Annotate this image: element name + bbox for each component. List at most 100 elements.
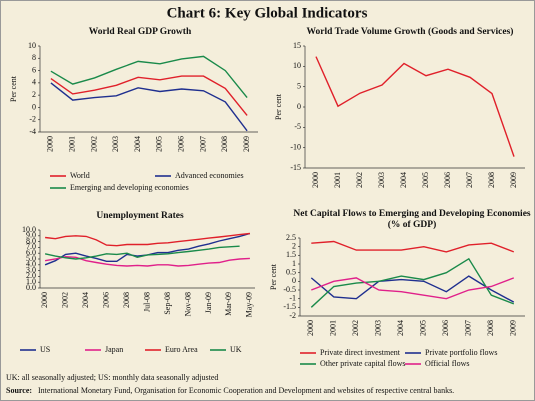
x-tick-label: Nov-08 (183, 292, 192, 316)
x-tick-label: 2007 (465, 172, 474, 188)
legend-label: US (40, 345, 50, 354)
series-line (311, 240, 515, 253)
x-tick-label: May-09 (245, 292, 254, 317)
x-tick-label: 2003 (374, 320, 383, 336)
series-line (50, 82, 248, 132)
x-tick-label: 2004 (81, 292, 90, 308)
legend-label: Euro Area (165, 345, 198, 354)
y-tick-label: 9.0 (26, 231, 36, 240)
legend-label: UK (230, 345, 242, 354)
x-tick-label: 2005 (419, 320, 428, 336)
x-tick-label: 2002 (351, 320, 360, 336)
y-tick-label: 10 (28, 41, 36, 50)
x-tick-label: 2008 (487, 172, 496, 188)
series-line (50, 75, 248, 116)
legend-label: Private portfolio flows (425, 348, 497, 357)
legend-label: World (70, 171, 90, 180)
series-line (50, 55, 248, 99)
legend-label: Official flows (425, 359, 470, 368)
x-tick-label: 2001 (333, 172, 342, 188)
chart-title: World Real GDP Growth (89, 27, 192, 37)
x-tick-label: 2001 (329, 320, 338, 336)
x-tick-label: 2008 (220, 136, 229, 152)
y-tick-label: 5 (297, 81, 301, 90)
y-tick-label: 0 (32, 102, 36, 111)
x-tick-label: 2004 (399, 172, 408, 188)
series-line (44, 245, 240, 260)
figure-title: Chart 6: Key Global Indicators (167, 5, 368, 21)
y-tick-label: 3.0 (26, 265, 36, 274)
x-tick-label: 2009 (509, 320, 518, 336)
y-tick-label: -10 (290, 142, 301, 151)
x-tick-label: 2004 (396, 320, 405, 336)
chart-title: World Trade Volume Growth (Goods and Ser… (307, 26, 514, 37)
series-line (315, 56, 515, 157)
series-line (311, 277, 515, 300)
x-tick-label: 2009 (242, 136, 251, 152)
x-tick-label: 2002 (355, 172, 364, 188)
y-tick-label: -15 (290, 163, 301, 172)
x-tick-label: 2000 (306, 320, 315, 336)
x-tick-label: 2004 (133, 136, 142, 152)
y-tick-label: 6 (32, 65, 36, 74)
y-tick-label: 2.0 (26, 271, 36, 280)
x-tick-label: 2002 (89, 136, 98, 152)
y-tick-label: -2 (289, 311, 296, 320)
y-tick-label: 0.5 (286, 267, 296, 276)
x-tick-label: 2002 (60, 292, 69, 308)
y-tick-label: 1 (292, 259, 296, 268)
y-tick-label: -2 (29, 115, 36, 124)
y-tick-label: -1.5 (283, 302, 296, 311)
x-tick-label: 2006 (441, 320, 450, 336)
x-tick-label: 2008 (486, 320, 495, 336)
y-tick-label: 10 (293, 61, 301, 70)
y-tick-label: 0 (297, 102, 301, 111)
series-line (310, 275, 515, 303)
source-label: Source: (6, 386, 32, 395)
x-tick-label: Jul-08 (142, 292, 151, 312)
y-tick-label: -4 (29, 127, 36, 136)
y-tick-label: -0.5 (283, 285, 296, 294)
x-tick-label: 2003 (111, 136, 120, 152)
y-tick-label: 1.5 (286, 250, 296, 259)
x-tick-label: 2005 (155, 136, 164, 152)
series-line (45, 232, 250, 247)
legend-label: Advanced economies (175, 171, 244, 180)
legend-label: Japan (105, 345, 123, 354)
y-tick-label: 4 (32, 78, 36, 87)
y-tick-label: 2 (32, 90, 36, 99)
y-tick-label: 4.0 (26, 260, 36, 269)
x-tick-label: 2007 (198, 136, 207, 152)
x-tick-label: 2001 (68, 136, 77, 152)
chart-title: Unemployment Rates (96, 211, 184, 221)
legend-label: Other private capital flows (320, 359, 406, 368)
y-tick-label: 5.0 (26, 254, 36, 263)
y-tick-label: -5 (294, 122, 301, 131)
legend-label: Emerging and developing economies (70, 183, 189, 192)
x-tick-label: 2000 (46, 136, 55, 152)
x-tick-label: 2003 (377, 172, 386, 188)
x-tick-label: Mar-09 (224, 292, 233, 316)
x-tick-label: 2008 (122, 292, 131, 308)
series-line (310, 257, 515, 308)
y-tick-label: 2 (292, 241, 296, 250)
chart-title: Net Capital Flows to Emerging and Develo… (293, 209, 531, 219)
y-tick-label: 15 (293, 41, 301, 50)
y-tick-label: -1 (289, 293, 296, 302)
y-tick-label: 7.0 (26, 242, 36, 251)
y-tick-label: 6.0 (26, 248, 36, 257)
x-tick-label: Jan-09 (204, 292, 213, 313)
y-tick-label: 0.0 (26, 283, 36, 292)
x-tick-label: 2000 (311, 172, 320, 188)
x-tick-label: 2006 (443, 172, 452, 188)
x-tick-label: 2009 (509, 172, 518, 188)
x-tick-label: Sep-08 (163, 292, 172, 315)
y-tick-label: 8 (32, 53, 36, 62)
x-tick-label: 2007 (464, 320, 473, 336)
legend-label: Private direct investment (320, 348, 401, 357)
x-tick-label: 2000 (40, 292, 49, 308)
chart-subtitle: (% of GDP) (388, 219, 437, 230)
x-tick-label: 2006 (177, 136, 186, 152)
source-text: International Monetary Fund, Organisatio… (38, 386, 454, 395)
